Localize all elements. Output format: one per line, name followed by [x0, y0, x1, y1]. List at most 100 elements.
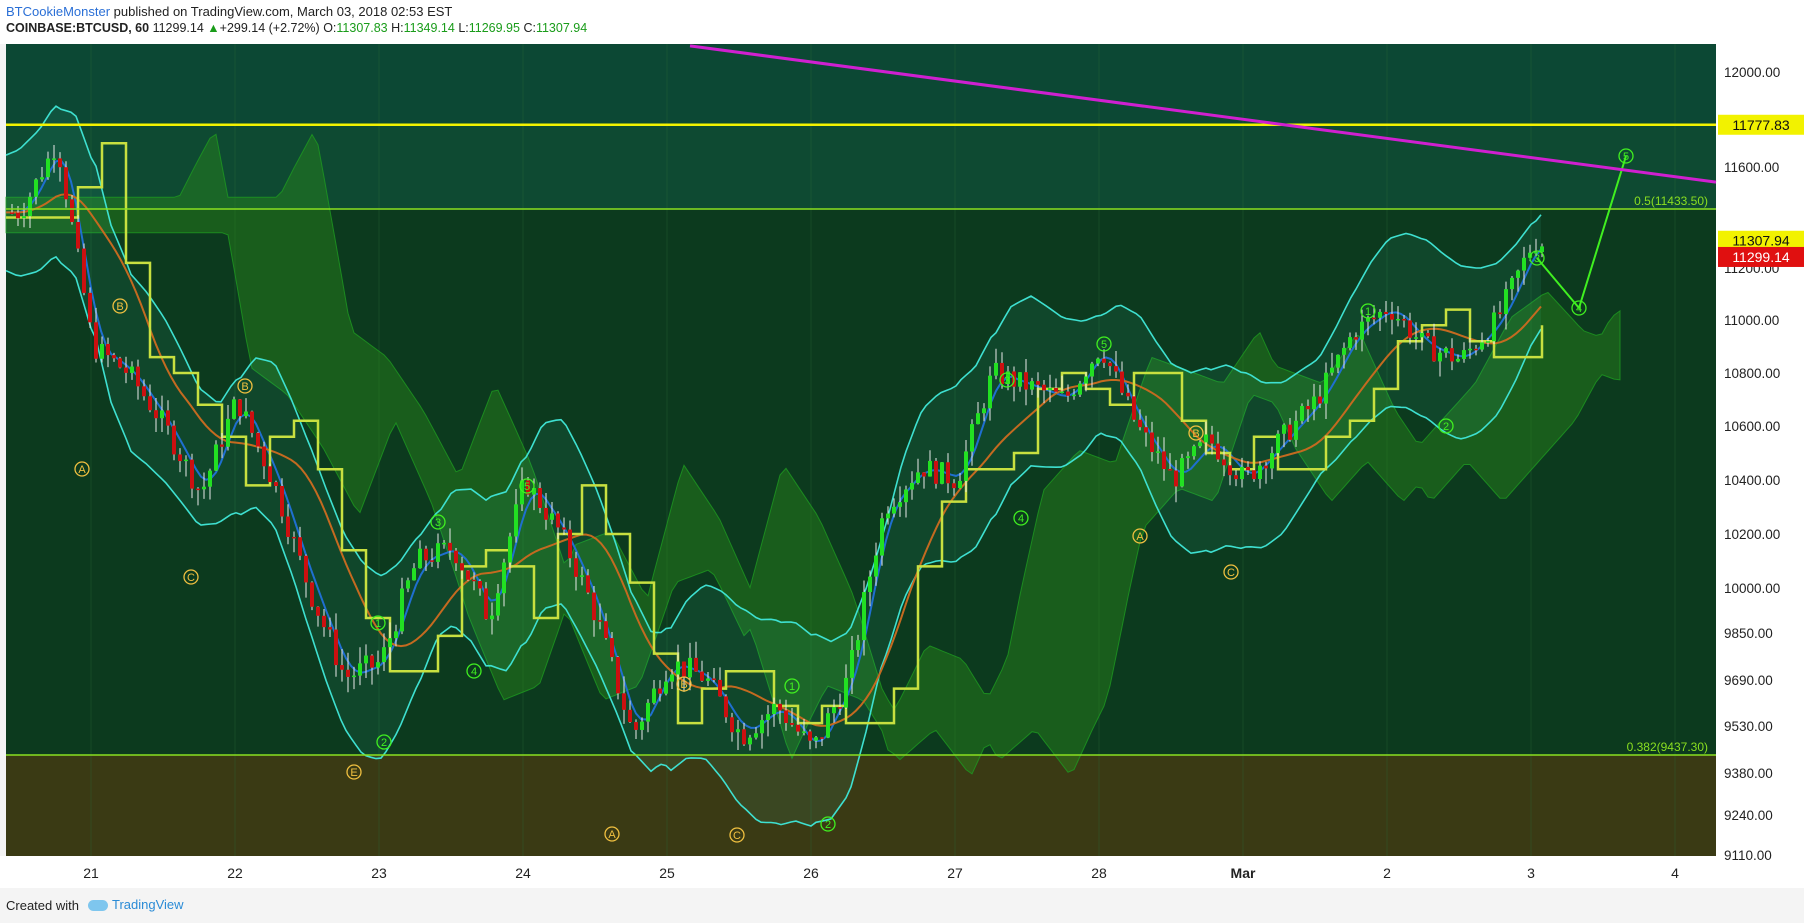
candle-up [442, 542, 446, 545]
x-tick-label: 27 [947, 865, 963, 881]
candle-up [898, 502, 902, 507]
candle-down [1210, 434, 1214, 444]
candle-up [1414, 337, 1418, 339]
candle-down [556, 513, 560, 528]
candle-down [682, 661, 686, 678]
wave-projection [1536, 155, 1627, 311]
candle-up [436, 543, 440, 562]
candle-up [496, 593, 500, 616]
wave-label: 2 [1443, 421, 1449, 433]
candle-down [946, 462, 950, 484]
close-price-tag-bg [1718, 230, 1804, 251]
candle-up [748, 737, 752, 745]
wave-label: 3 [435, 517, 441, 529]
y-tick-label: 11600.00 [1724, 160, 1779, 175]
candle-up [754, 733, 758, 738]
wave-marker [1571, 300, 1587, 316]
candle-up [406, 580, 410, 589]
x-tick-label: 26 [803, 865, 819, 881]
candle-down [934, 460, 938, 484]
y-tick-label: 9110.00 [1724, 848, 1772, 863]
candle-up [1336, 354, 1340, 368]
candle-up [862, 592, 866, 641]
candle-up [1522, 257, 1526, 271]
candle-down [1054, 388, 1058, 392]
candle-up [736, 729, 740, 733]
wave-label: C [1227, 567, 1235, 579]
candle-down [478, 581, 482, 589]
wave-marker [1096, 336, 1112, 352]
author-link[interactable]: BTCookieMonster [6, 4, 111, 19]
candle-down [1402, 319, 1406, 321]
chart-header: BTCookieMonster published on TradingView… [0, 0, 1804, 44]
candle-down [1042, 384, 1046, 391]
candle-down [1246, 466, 1250, 471]
candle-up [1468, 348, 1472, 351]
candle-down [106, 343, 110, 356]
candle-up [982, 408, 986, 414]
wave-label: A [608, 829, 616, 841]
candle-down [796, 724, 800, 732]
candle-up [1156, 451, 1160, 453]
wave-marker [376, 734, 392, 750]
candle-up [1240, 466, 1244, 480]
tradingview-logo[interactable]: TradingView [88, 897, 184, 912]
x-tick-label: 22 [227, 865, 243, 881]
bollinger-lower [5, 255, 1542, 827]
candle-up [1462, 350, 1466, 359]
candle-up [1342, 347, 1346, 355]
candle-up [688, 657, 692, 678]
x-tick-label: 2 [1383, 865, 1391, 881]
candle-down [952, 483, 956, 489]
x-tick-label: 3 [1527, 865, 1535, 881]
candle-down [1150, 432, 1154, 453]
candle-up [1510, 277, 1514, 290]
candle-up [976, 413, 980, 425]
wave-label: C [733, 830, 741, 842]
candle-up [352, 675, 356, 678]
candle-down [268, 466, 272, 483]
high-value: 11349.14 [403, 21, 455, 35]
candle-up [1282, 424, 1286, 434]
candle-up [1438, 352, 1442, 362]
wave-marker [784, 678, 800, 694]
candle-up [1294, 420, 1298, 440]
candle-down [1102, 358, 1106, 363]
candle-up [814, 737, 818, 741]
candle-down [280, 485, 284, 517]
candle-down [424, 548, 428, 561]
y-tick-label: 9530.00 [1724, 719, 1773, 734]
candle-up [706, 678, 710, 681]
candle-up [1330, 367, 1334, 373]
candle-down [1252, 470, 1256, 480]
candle-up [892, 506, 896, 514]
candle-down [178, 454, 182, 462]
candle-up [1198, 442, 1202, 447]
candle-down [616, 657, 620, 694]
candle-down [1498, 312, 1502, 315]
candle-up [244, 411, 248, 417]
candle-up [1504, 289, 1508, 315]
candle-down [142, 386, 146, 397]
candle-down [820, 737, 824, 739]
candle-down [1138, 419, 1142, 428]
candle-down [322, 615, 326, 628]
candle-up [580, 575, 584, 577]
candle-up [1006, 371, 1010, 385]
candle-up [532, 488, 536, 495]
candle-up [202, 486, 206, 490]
candle-up [994, 362, 998, 376]
candle-up [874, 555, 878, 577]
candle-up [1300, 406, 1304, 421]
candle-up [880, 518, 884, 556]
candle-down [76, 222, 80, 249]
symbol-name[interactable]: COINBASE:BTCUSD, 60 [6, 21, 150, 35]
candle-up [886, 513, 890, 519]
y-tick-label: 10200.00 [1724, 527, 1780, 542]
candle-down [1024, 372, 1028, 390]
wave-label: 2 [825, 819, 831, 831]
open-label: O: [323, 21, 337, 35]
wave-label: C [187, 572, 195, 584]
candle-up [184, 459, 188, 462]
